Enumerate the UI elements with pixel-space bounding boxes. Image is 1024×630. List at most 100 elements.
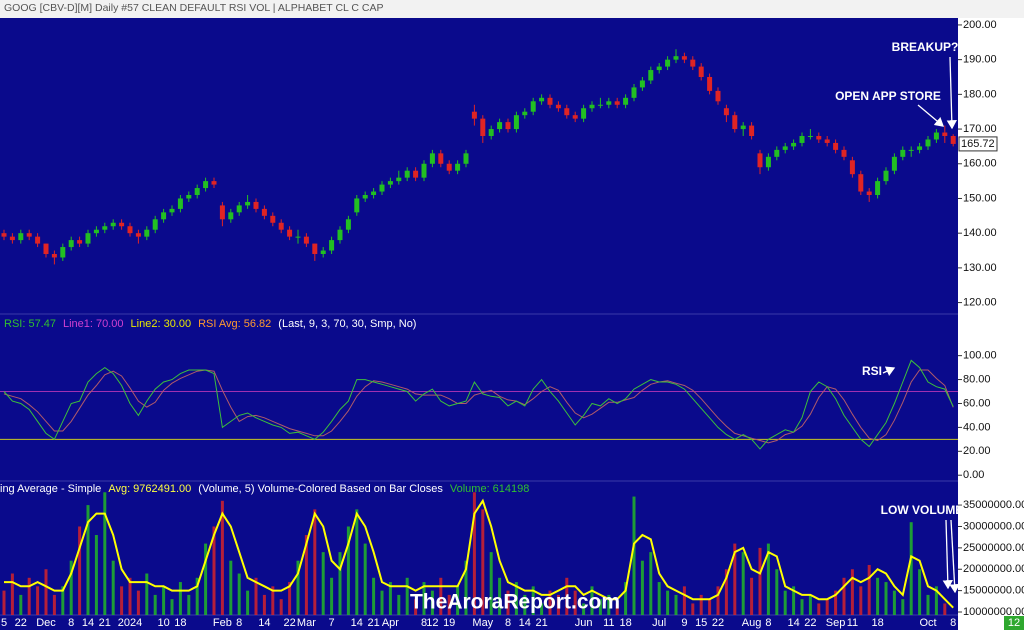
- volume-bar: [892, 590, 896, 615]
- candle-body: [807, 136, 813, 137]
- candle-body: [236, 205, 242, 213]
- volume-bar: [657, 582, 661, 615]
- candle-body: [606, 101, 612, 105]
- volume-bar: [52, 594, 56, 615]
- candle-body: [261, 208, 267, 216]
- annotation-arrow: [949, 519, 960, 594]
- candle-body: [387, 181, 393, 185]
- date-label: 21: [367, 617, 379, 629]
- volume-bar: [69, 560, 73, 615]
- candle-body: [455, 163, 461, 171]
- candle-body: [354, 198, 360, 213]
- candle-body: [245, 201, 251, 206]
- annotation: OPEN APP STORE: [835, 89, 941, 103]
- volume-bar: [220, 500, 224, 615]
- candle-body: [883, 170, 889, 182]
- date-label: 21: [535, 617, 547, 629]
- volume-bar: [943, 603, 947, 615]
- volume-bar: [456, 586, 460, 615]
- candle-body: [413, 170, 419, 178]
- volume-tick-label: 35000000.00: [963, 499, 1024, 511]
- date-label: Mar: [297, 617, 316, 629]
- candle-body: [757, 153, 763, 168]
- candle-body: [942, 132, 948, 136]
- candle-body: [589, 104, 595, 109]
- volume-bar: [876, 577, 880, 615]
- date-label: 12: [426, 617, 438, 629]
- candle-body: [337, 229, 343, 241]
- date-label: May: [472, 617, 493, 629]
- candle-body: [564, 108, 570, 116]
- date-label: 7: [329, 617, 335, 629]
- candle-body: [749, 125, 755, 136]
- candle-body: [698, 66, 704, 77]
- volume-bar: [430, 590, 434, 615]
- candle-body: [497, 122, 503, 130]
- volume-bar: [800, 599, 804, 615]
- volume-bar: [674, 594, 678, 615]
- candle-body: [648, 70, 654, 81]
- volume-bar: [582, 603, 586, 615]
- candle-body: [539, 97, 545, 102]
- candle-body: [597, 104, 603, 106]
- volume-bar: [691, 603, 695, 615]
- candle-body: [858, 174, 864, 192]
- candle-body: [488, 129, 494, 136]
- price-tick-label: 140.00: [963, 227, 997, 239]
- candle-body: [581, 108, 587, 119]
- date-label: 22: [712, 617, 724, 629]
- volume-bar: [338, 552, 342, 615]
- candle-body: [891, 156, 897, 171]
- volume-bar: [472, 492, 476, 615]
- candle-body: [119, 222, 125, 227]
- volume-bar: [355, 509, 359, 615]
- volume-bar: [766, 543, 770, 615]
- price-tick-label: 130.00: [963, 262, 997, 274]
- volume-bar: [405, 577, 409, 615]
- volume-bar: [918, 569, 922, 615]
- candle-body: [219, 205, 225, 220]
- date-label: 8: [765, 617, 771, 629]
- candle-body: [135, 233, 141, 237]
- candle-body: [203, 181, 209, 189]
- date-label: 11: [847, 617, 858, 629]
- volume-bar: [10, 573, 14, 615]
- candle-body: [908, 149, 914, 151]
- volume-tick-label: 15000000.00: [963, 585, 1024, 597]
- candle-body: [186, 195, 192, 199]
- volume-bar: [447, 594, 451, 615]
- volume-bar: [792, 586, 796, 615]
- candle-body: [127, 226, 133, 234]
- volume-bar: [145, 573, 149, 615]
- volume-bar: [346, 526, 350, 615]
- candle-body: [782, 146, 788, 150]
- date-label: 14: [519, 617, 531, 629]
- date-label: Dec: [36, 617, 56, 629]
- volume-bar: [649, 552, 653, 615]
- candle-body: [329, 240, 335, 251]
- volume-bar: [590, 586, 594, 615]
- volume-header-item: ing Average - Simple: [0, 483, 101, 495]
- candle-body: [799, 136, 805, 143]
- date-label: 8: [421, 617, 427, 629]
- volume-bar: [136, 590, 140, 615]
- volume-bar: [540, 603, 544, 615]
- volume-bar: [481, 509, 485, 615]
- date-label: 15: [695, 617, 707, 629]
- last-price-label: 165.72: [961, 138, 995, 150]
- candle-body: [345, 219, 351, 230]
- volume-bar: [624, 582, 628, 615]
- volume-bar: [388, 582, 392, 615]
- candle-body: [665, 59, 671, 67]
- volume-bar: [372, 577, 376, 615]
- candle-body: [253, 201, 259, 209]
- candle-body: [816, 136, 822, 140]
- candle-body: [43, 243, 49, 254]
- volume-bar: [741, 552, 745, 615]
- candle-body: [875, 181, 881, 195]
- rsi-header-item: Line2: 30.00: [131, 318, 192, 330]
- volume-bar: [19, 594, 23, 615]
- candle-body: [102, 226, 108, 230]
- volume-bar: [934, 586, 938, 615]
- candle-body: [228, 212, 234, 220]
